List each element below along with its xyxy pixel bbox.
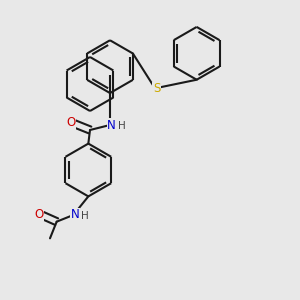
Text: S: S	[153, 82, 160, 95]
Text: N: N	[70, 208, 79, 221]
Text: O: O	[34, 208, 44, 220]
Text: O: O	[66, 116, 76, 129]
Text: N: N	[107, 118, 116, 131]
Text: H: H	[118, 121, 125, 131]
Text: H: H	[81, 211, 88, 221]
